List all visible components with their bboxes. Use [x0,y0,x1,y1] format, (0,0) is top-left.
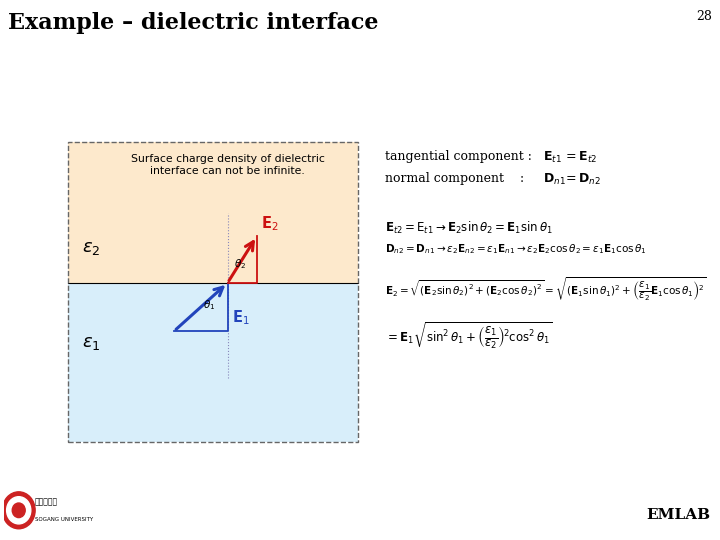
Circle shape [2,492,35,529]
Text: 서강대학교: 서강대학교 [35,497,58,506]
Bar [68,142,358,442]
Text: $\mathbf{E}_2$: $\mathbf{E}_2$ [261,215,278,233]
Text: $\mathbf{E}_{t2} = \mathrm{E}_{t1} \rightarrow \mathbf{E}_2 \sin\theta_2 = \math: $\mathbf{E}_{t2} = \mathrm{E}_{t1} \righ… [385,220,553,236]
Bar [68,142,358,283]
Circle shape [12,503,25,517]
Text: EMLAB: EMLAB [646,508,710,522]
Text: tangential component :: tangential component : [385,150,536,163]
Text: Example – dielectric interface: Example – dielectric interface [8,12,379,34]
Text: $\mathbf{D}_{n1}$: $\mathbf{D}_{n1}$ [543,172,566,187]
Text: $= \mathbf{E}_1\sqrt{\sin^2\theta_1 + \left(\dfrac{\varepsilon_1}{\varepsilon_2}: $= \mathbf{E}_1\sqrt{\sin^2\theta_1 + \l… [385,320,552,351]
Text: $= \mathbf{E}_{t2}$: $= \mathbf{E}_{t2}$ [563,150,597,165]
Bar [68,283,358,442]
Text: $\mathbf{D}_{n2} = \mathbf{D}_{n1} \rightarrow \varepsilon_2\mathbf{E}_{n2} = \v: $\mathbf{D}_{n2} = \mathbf{D}_{n1} \righ… [385,242,647,256]
Text: normal component    :: normal component : [385,172,528,185]
Text: 28: 28 [696,10,712,23]
Text: $\mathbf{E}_2 = \sqrt{(\mathbf{E}_2\sin\theta_2)^2 + (\mathbf{E}_2\cos\theta_2)^: $\mathbf{E}_2 = \sqrt{(\mathbf{E}_2\sin\… [385,275,706,303]
Text: Surface charge density of dielectric
interface can not be infinite.: Surface charge density of dielectric int… [130,154,325,176]
Text: $\theta_2$: $\theta_2$ [235,257,247,271]
Text: $\theta_1$: $\theta_1$ [202,298,215,312]
Text: $\mathbf{E}_1$: $\mathbf{E}_1$ [233,308,250,327]
Circle shape [6,497,31,524]
Text: $= \mathbf{D}_{n2}$: $= \mathbf{D}_{n2}$ [563,172,601,187]
Text: $\mathbf{E}_{t1}$: $\mathbf{E}_{t1}$ [543,150,562,165]
Text: SOGANG UNIVERSITY: SOGANG UNIVERSITY [35,517,93,522]
Text: $\varepsilon_2$: $\varepsilon_2$ [82,239,101,257]
Text: $\varepsilon_1$: $\varepsilon_1$ [82,334,101,352]
